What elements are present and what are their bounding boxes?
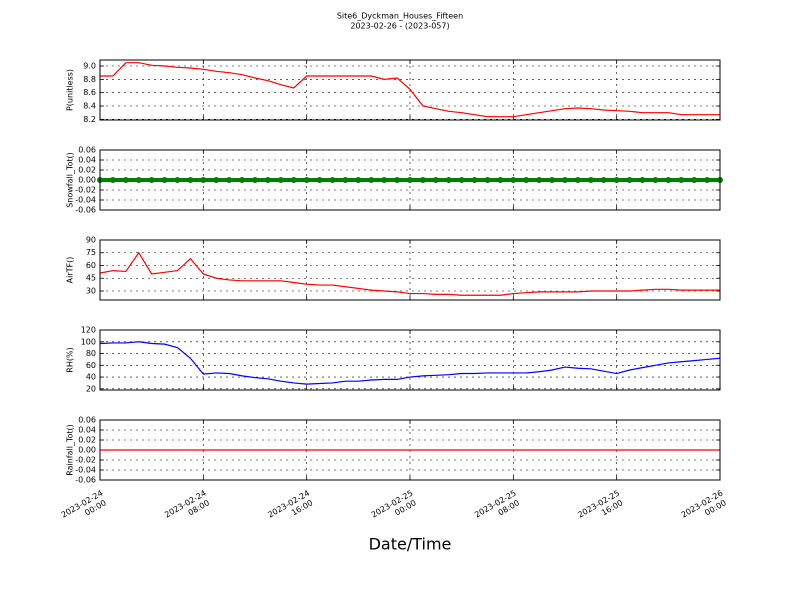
data-point <box>678 177 685 183</box>
data-point <box>213 177 220 183</box>
data-point <box>691 177 698 183</box>
y-axis-label: RH(%) <box>66 347 75 372</box>
x-axis-label: Date/Time <box>369 535 452 554</box>
data-point <box>587 177 594 183</box>
data-point <box>497 177 504 183</box>
data-point <box>200 177 207 183</box>
y-axis-label: Rainfall_Tot() <box>66 424 75 476</box>
y-axis-label: P(unitless) <box>66 69 75 111</box>
data-point <box>471 177 478 183</box>
chart-subtitle: 2023-02-26 - (2023-057) <box>350 22 449 31</box>
y-tick-label: 100 <box>81 337 96 346</box>
data-point <box>264 177 271 183</box>
y-tick-label: 120 <box>81 326 96 335</box>
data-point <box>122 177 129 183</box>
data-point <box>652 177 659 183</box>
plot-frame <box>99 239 721 301</box>
data-point <box>329 177 336 183</box>
data-point <box>226 177 233 183</box>
data-point <box>381 177 388 183</box>
y-tick-label: 8.2 <box>83 115 96 124</box>
data-point <box>187 177 194 183</box>
y-tick-label: 0.06 <box>78 146 96 155</box>
data-point <box>536 177 543 183</box>
y-tick-label: 8.8 <box>83 75 96 84</box>
y-tick-label: 0.00 <box>78 176 96 185</box>
data-point <box>161 177 168 183</box>
y-tick-label: 30 <box>86 286 96 295</box>
data-line <box>100 62 720 118</box>
y-tick-label: 20 <box>86 384 96 393</box>
data-point <box>303 177 310 183</box>
y-tick-label: 8.4 <box>83 102 96 111</box>
data-point <box>174 177 181 183</box>
data-point <box>419 177 426 183</box>
y-tick-label: -0.06 <box>75 206 96 215</box>
y-axis-label: Snowfall_Tot() <box>66 152 75 208</box>
y-tick-label: 9.0 <box>83 62 96 71</box>
y-tick-label: -0.04 <box>75 196 96 205</box>
data-point <box>549 177 556 183</box>
y-tick-label: -0.02 <box>75 186 96 195</box>
y-tick-label: 8.6 <box>83 88 96 97</box>
y-tick-label: 45 <box>86 274 96 283</box>
data-point <box>394 177 401 183</box>
data-point <box>704 177 711 183</box>
data-point <box>523 177 530 183</box>
y-tick-label: 0.06 <box>78 416 96 425</box>
y-tick-label: 0.04 <box>78 426 96 435</box>
data-point <box>562 177 568 183</box>
y-tick-label: 75 <box>86 248 96 257</box>
data-point <box>574 177 581 183</box>
data-point <box>665 177 672 183</box>
y-tick-label: -0.04 <box>75 466 96 475</box>
y-tick-label: 90 <box>86 236 96 245</box>
data-point <box>109 177 116 183</box>
data-point <box>239 177 246 183</box>
data-point <box>445 177 452 183</box>
data-point <box>355 177 362 183</box>
plot-frame <box>99 59 721 121</box>
data-point <box>613 177 620 183</box>
data-point <box>484 177 491 183</box>
y-tick-label: 80 <box>86 349 96 358</box>
data-point <box>290 177 297 183</box>
data-point <box>626 177 633 183</box>
data-line <box>99 251 720 296</box>
y-tick-label: 60 <box>86 361 96 370</box>
plot-frame <box>99 329 721 391</box>
chart-title: Site6_Dyckman_Houses_Fifteen <box>337 12 463 21</box>
plot-frame <box>99 149 721 211</box>
data-line <box>99 341 721 385</box>
data-point <box>148 177 155 183</box>
data-point <box>432 177 439 183</box>
y-tick-label: 0.02 <box>78 436 96 445</box>
data-point <box>342 177 349 183</box>
data-point <box>135 177 142 183</box>
data-point <box>600 177 607 183</box>
y-tick-label: -0.02 <box>75 456 96 465</box>
y-tick-label: 40 <box>86 373 96 382</box>
data-point <box>316 177 323 183</box>
y-tick-label: 60 <box>86 261 96 270</box>
data-point <box>252 177 258 183</box>
data-point <box>407 177 413 183</box>
y-tick-label: 0.04 <box>78 156 96 165</box>
data-point <box>510 177 517 183</box>
data-point <box>458 177 465 183</box>
y-axis-label: AirTF() <box>66 257 75 284</box>
data-point <box>368 177 375 183</box>
plot-frame <box>99 419 721 481</box>
y-tick-label: -0.06 <box>75 476 96 485</box>
data-point <box>639 177 646 183</box>
data-point <box>277 177 284 183</box>
y-tick-label: 0.02 <box>78 166 96 175</box>
y-tick-label: 0.00 <box>78 446 96 455</box>
